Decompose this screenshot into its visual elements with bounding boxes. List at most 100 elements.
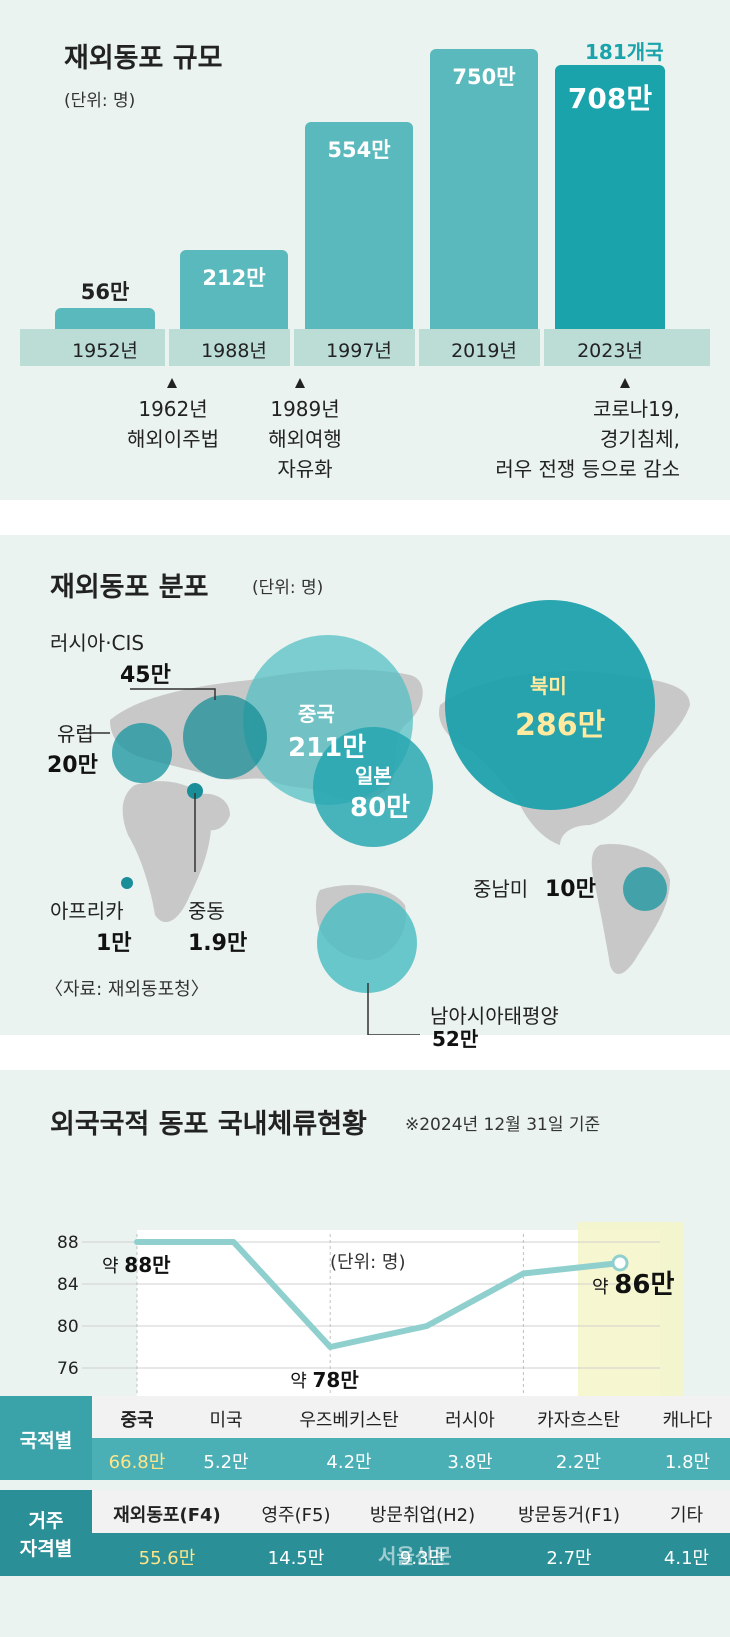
point-1: [231, 1240, 236, 1244]
nationality-head-3: 러시아: [445, 1410, 495, 1431]
strip-divider-3: [540, 329, 544, 366]
map-africa: [122, 781, 212, 923]
label-africa: 아프리카: [50, 899, 124, 923]
nationality-val-bg-3: [428, 1438, 514, 1480]
y-tick-3: 76: [57, 1359, 79, 1379]
label-europe: 유럽: [57, 722, 94, 746]
bar-label-4: 708만: [567, 81, 653, 115]
note-2023: 코로나19, 경기침체, 러우 전쟁 등으로 감소: [495, 397, 680, 481]
value-russia: 45만: [120, 663, 171, 688]
bar-label-0: 56만: [80, 280, 130, 305]
nationality-head-bg-5: [645, 1396, 730, 1438]
value-north-america: 286만: [515, 708, 606, 743]
value-africa: 1만: [96, 931, 132, 956]
label-japan: 일본: [355, 764, 392, 788]
visa-val-0: 55.6만: [138, 1547, 196, 1569]
year-label-4: 2023년: [577, 340, 643, 362]
visa-head-3: 방문동거(F1): [517, 1504, 621, 1526]
nationality-val-0: 66.8만: [108, 1452, 166, 1473]
year-label-0: 1952년: [72, 340, 138, 362]
y-tick-1: 84: [57, 1275, 79, 1295]
nationality-val-3: 3.8만: [447, 1452, 493, 1473]
visa-val-2: 9.3만: [399, 1547, 446, 1569]
visa-head-bg-4: [643, 1490, 730, 1533]
value-europe: 20만: [47, 753, 98, 778]
visa-header-cell: [0, 1490, 92, 1576]
nationality-head-1: 미국: [209, 1410, 243, 1431]
year-label-1: 1988년: [201, 340, 267, 362]
value-middle-east: 1.9만: [188, 931, 248, 956]
year-label-2: 1997년: [326, 340, 392, 362]
nationality-header-cell: [0, 1396, 92, 1480]
label-russia: 러시아·CIS: [50, 631, 145, 655]
bar-4: [555, 64, 665, 329]
strip-divider-2: [415, 329, 419, 366]
point-4: [521, 1271, 526, 1276]
bubble-africa: [121, 877, 133, 889]
label-latin-america: 중남미: [473, 877, 529, 901]
visa-val-4: 4.1만: [663, 1547, 710, 1569]
bar-label-2: 554만: [327, 138, 391, 163]
bar-2: [305, 122, 413, 329]
note-1989: 1989년 해외여행 자유화: [268, 397, 342, 481]
strip-divider-1: [290, 329, 294, 366]
leader-lines: [83, 688, 420, 1035]
point-3: [424, 1324, 429, 1328]
nationality-val-bg-5: [645, 1438, 730, 1480]
section1-unit: (단위: 명): [64, 91, 136, 111]
section2-title: 재외동포 분포: [50, 572, 209, 603]
country-count: 181개국: [585, 40, 664, 64]
value-latin-america: 10만: [545, 877, 596, 902]
section-scale: 재외동포 규모 (단위: 명) 181개국 56만 1952년 212만 1988년 5…: [0, 0, 730, 500]
bar-0: [55, 308, 155, 329]
visa-val-bg-1: [242, 1533, 352, 1576]
bubble-middle-east: [187, 783, 203, 799]
map-arabia: [195, 793, 230, 831]
marker-1962: [167, 378, 177, 388]
visa-header-2: 자격별: [19, 1538, 73, 1560]
visa-head-2: 방문취업(H2): [369, 1504, 476, 1526]
nationality-val-2: 4.2만: [326, 1452, 372, 1473]
annotation-2: 약 86만: [592, 1270, 674, 1300]
bar-label-3: 750만: [452, 65, 516, 89]
value-japan: 80만: [350, 793, 411, 823]
label-north-america: 북미: [530, 674, 567, 698]
bar-1: [180, 249, 288, 329]
nationality-head-5: 캐나다: [662, 1410, 713, 1431]
visa-table: 거주 자격별 재외동포(F4) 55.6만 영주(F5) 14.5만 방문취업(H2) 9…: [0, 1490, 730, 1576]
bubble-north-america: [445, 600, 655, 810]
section2-unit: (단위: 명): [252, 578, 324, 598]
y-tick-2: 80: [57, 1317, 79, 1337]
source-note: 〈자료: 재외동포청〉: [45, 979, 209, 1000]
chart-unit: (단위: 명): [330, 1252, 406, 1273]
value-china: 211만: [288, 733, 367, 763]
annotation-1: 약 78만: [290, 1368, 359, 1392]
nationality-head-bg-1: [182, 1396, 272, 1438]
section3-note: ※2024년 12월 31일 기준: [405, 1115, 601, 1135]
section3-title: 외국국적 동포 국내체류현황: [50, 1109, 367, 1140]
bar-3: [430, 49, 538, 329]
point-0: [135, 1240, 139, 1244]
nationality-val-bg-1: [182, 1438, 272, 1480]
nationality-head-bg-2: [270, 1396, 430, 1438]
section-residence: 외국국적 동포 국내체류현황 ※2024년 12월 31일 기준 88 84 80 7…: [0, 1070, 730, 1637]
label-south-asia-pacific: 남아시아태평양: [430, 1004, 559, 1028]
bubble-south-asia-pacific: [317, 893, 417, 993]
visa-head-bg-0: [92, 1490, 244, 1533]
visa-header-1: 거주: [28, 1510, 64, 1532]
annotation-0: 약 88만: [102, 1253, 171, 1277]
bubble-europe: [112, 723, 172, 783]
nationality-val-1: 5.2만: [203, 1452, 249, 1473]
nationality-table: 국적별 중국 66.8만 미국 5.2만 우즈베키스탄 4.2만 러시아 3.8만 카자흐스탄 2…: [0, 1396, 730, 1480]
visa-head-bg-1: [242, 1490, 352, 1533]
label-middle-east: 중동: [188, 899, 225, 923]
nationality-header: 국적별: [19, 1430, 73, 1452]
nationality-head-bg-4: [512, 1396, 647, 1438]
strip-divider-0: [165, 329, 169, 366]
section1-title: 재외동포 규모: [64, 43, 223, 74]
point-end: [611, 1254, 629, 1272]
marker-2023: [620, 378, 630, 388]
visa-val-1: 14.5만: [267, 1547, 325, 1569]
nationality-head-4: 카자흐스탄: [537, 1410, 620, 1431]
